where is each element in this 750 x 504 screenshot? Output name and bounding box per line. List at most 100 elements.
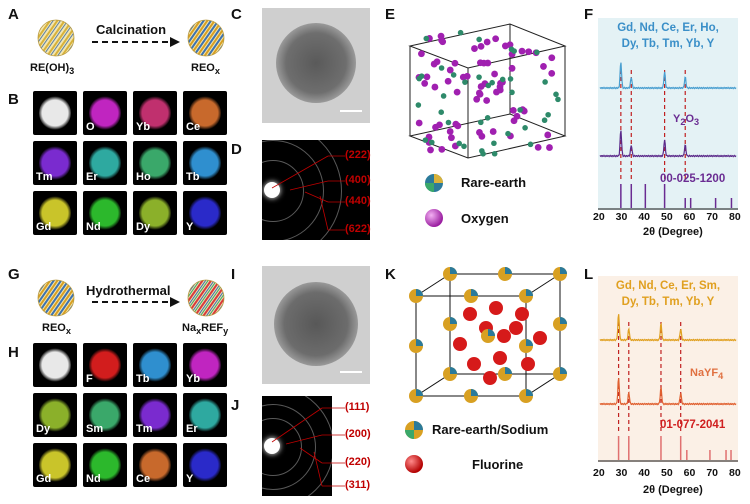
element-label: O	[86, 121, 95, 133]
oxygen-atom	[438, 145, 446, 153]
xrd-series-line	[599, 62, 737, 90]
mapping-signal	[39, 448, 71, 482]
oxygen-atom	[489, 128, 497, 135]
mapping-tile: Ce	[133, 443, 177, 487]
mapping-tile: Nd	[83, 443, 127, 487]
rare-earth-sodium-atom	[481, 329, 495, 343]
x-tick-label: 70	[706, 467, 719, 479]
rare-earth-sodium-atom	[464, 389, 478, 403]
rare-earth-atom	[527, 141, 534, 148]
oxygen-atom	[518, 47, 526, 55]
calcination-label: Calcination	[96, 22, 167, 37]
panel-label-c: C	[231, 6, 242, 23]
hkl-label: (222)	[345, 149, 371, 161]
xrd-bottom-ref-name: NaYF4	[690, 367, 724, 382]
element-label: Tm	[36, 171, 53, 183]
fluorine-atom	[509, 321, 523, 335]
x-tick-label: 30	[615, 211, 628, 223]
oxygen-atom	[540, 63, 547, 70]
oxygen-atom	[513, 112, 521, 120]
mapping-tile: F	[83, 343, 127, 387]
rare-earth-atom	[438, 109, 445, 115]
oxygen-atom	[483, 38, 491, 46]
xrd-bottom-pdf: 01-077-2041	[660, 419, 726, 431]
xrd-top-pdf: 00-025-1200	[660, 173, 726, 185]
element-label: Yb	[136, 121, 151, 133]
xrd-chart-top	[598, 18, 738, 210]
oxygen-atom	[546, 144, 553, 151]
mapping-tile: Yb	[133, 91, 177, 135]
rare-earth-atom	[485, 82, 492, 89]
element-label: Yb	[186, 373, 201, 385]
panel-label-b: B	[8, 91, 19, 108]
mapping-signal	[139, 196, 171, 230]
legend-oxygen: Oxygen	[461, 211, 509, 226]
oxygen-atom	[423, 73, 431, 81]
rare-earth-sodium-atom	[553, 267, 567, 281]
mapping-signal	[189, 96, 221, 130]
element-label: Dy	[136, 221, 151, 233]
rare-earth-sodium-atom-icon	[405, 421, 423, 439]
hkl-label: (220)	[345, 456, 371, 468]
oxygen-atom	[480, 59, 488, 67]
legend-rare-earth: Rare-earth	[461, 175, 527, 190]
rare-earth-atom	[499, 76, 506, 83]
rare-earth-sodium-atom	[409, 389, 423, 403]
tem-image-top	[262, 8, 370, 123]
oxygen-atom	[544, 131, 552, 139]
xrd-series-line	[599, 378, 737, 406]
rare-earth-atom	[450, 72, 457, 78]
rare-earth-atom	[491, 150, 498, 157]
rare-earth-atom	[480, 151, 486, 157]
mapping-tile: Gd	[33, 191, 77, 235]
x-tick-label: 60	[683, 211, 696, 223]
mapping-signal	[39, 398, 71, 432]
oxygen-atom	[548, 69, 556, 77]
rare-earth-atom	[476, 74, 482, 80]
rare-earth-atom	[517, 107, 523, 113]
rare-earth-atom	[415, 102, 422, 108]
oxygen-atom	[496, 86, 504, 94]
mapping-signal	[89, 196, 121, 230]
element-label: Gd	[36, 221, 52, 233]
xrd-top-elements-line2: Dy, Tb, Tm, Yb, Y	[621, 38, 715, 50]
naref-sphere-icon	[187, 279, 225, 317]
mapping-signal	[39, 96, 71, 130]
rare-earth-atom	[429, 139, 435, 146]
hkl-label: (400)	[345, 174, 371, 186]
fluorine-atom	[463, 307, 477, 321]
rare-earth-atom	[553, 91, 559, 98]
mapping-tile: Ho	[133, 141, 177, 185]
mapping-signal	[139, 448, 171, 482]
x-tick-label: 80	[729, 467, 741, 479]
rare-earth-atom	[509, 89, 515, 96]
element-label: Tb	[136, 373, 150, 385]
element-label: Ho	[136, 171, 151, 183]
rare-earth-atom	[484, 115, 491, 121]
mapping-tile: Yb	[183, 343, 227, 387]
oxygen-atom	[548, 54, 556, 62]
mapping-signal	[189, 348, 221, 382]
rare-earth-sodium-atom	[443, 367, 457, 381]
xrd-top-elements-line1: Gd, Nd, Ce, Er, Ho,	[617, 22, 719, 34]
rare-earth-atom	[445, 119, 452, 126]
mapping-signal	[89, 398, 121, 432]
hkl-label: (440)	[345, 195, 371, 207]
element-label: Tb	[186, 171, 200, 183]
mapping-tile: Nd	[83, 191, 127, 235]
rare-earth-atom	[507, 76, 514, 82]
mapping-tile: Tb	[183, 141, 227, 185]
element-label: Er	[86, 171, 98, 183]
mapping-tile: Tm	[33, 141, 77, 185]
rare-earth-sodium-atom	[409, 339, 423, 353]
panel-label-g: G	[8, 266, 20, 283]
mapping-tile: Gd	[33, 443, 77, 487]
rare-earth-sodium-atom	[443, 267, 457, 281]
oxygen-atom	[473, 95, 481, 103]
xrd-bottom-elements: Gd, Nd, Ce, Er, Sm, Dy, Tb, Tm, Yb, Y	[598, 278, 738, 310]
mapping-signal	[139, 398, 171, 432]
rare-earth-sodium-atom	[519, 289, 533, 303]
panel-label-k: K	[385, 266, 396, 283]
mapping-tile: Er	[183, 393, 227, 437]
process-arrow-bottom	[92, 297, 180, 307]
